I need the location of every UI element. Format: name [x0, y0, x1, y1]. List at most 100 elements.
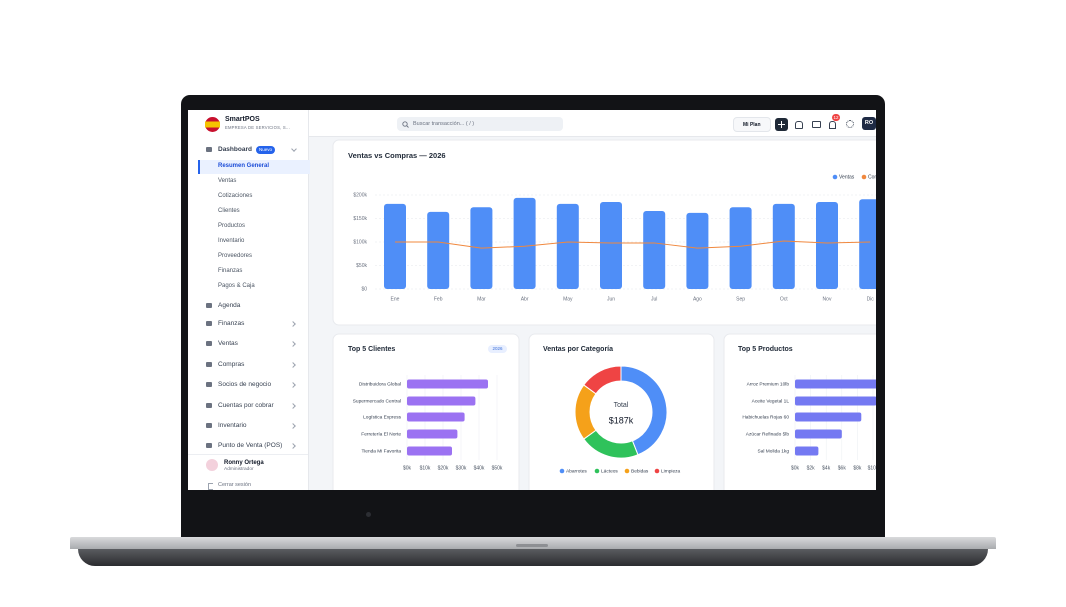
bar	[795, 396, 876, 406]
x-tick-label: Dic	[867, 296, 875, 302]
menu-item[interactable]: Punto de Venta (POS)	[218, 442, 283, 449]
notification-badge: 12	[832, 114, 841, 121]
bar	[772, 203, 795, 289]
x-tick-label: $10k	[420, 465, 431, 471]
menu-item[interactable]: Ventas	[218, 340, 238, 347]
category-label: Distribuidora Global	[359, 381, 401, 387]
dashboard-content: Ventas vs Compras — 2026 Top 5 Clientes …	[332, 139, 876, 490]
search-placeholder: Buscar transacción... ( / )	[413, 121, 475, 127]
logout-icon	[208, 483, 213, 490]
bar	[427, 211, 450, 289]
user-initials[interactable]: RO	[862, 117, 876, 130]
donut-slice	[583, 365, 622, 395]
y-tick-label: $200k	[353, 192, 367, 198]
category-label: Supermercado Central	[353, 398, 401, 404]
submenu-item[interactable]: Finanzas	[218, 268, 243, 274]
card	[723, 333, 876, 490]
x-tick-label: Oct	[780, 296, 788, 302]
logout[interactable]: Cerrar sesión	[218, 482, 252, 488]
x-tick-label: Ago	[693, 296, 702, 302]
legend-label: Abarrotes	[566, 468, 587, 474]
camera	[366, 512, 371, 517]
laptop-notch	[516, 544, 548, 547]
chevron-right	[290, 362, 296, 368]
y-tick-label: $0	[361, 286, 367, 292]
search-box[interactable]: Buscar transacción... ( / )	[397, 117, 563, 131]
submenu-item[interactable]: Productos	[218, 223, 246, 229]
line-series	[395, 240, 871, 249]
chevron-right	[290, 443, 296, 449]
chart-title: Ventas vs Compras — 2026	[348, 151, 446, 160]
donut-center-label: Total	[614, 402, 629, 409]
bar	[407, 379, 488, 389]
menu-item[interactable]: Inventario	[218, 422, 247, 429]
x-tick-label: May	[563, 296, 573, 302]
x-tick-label: Sep	[736, 296, 745, 302]
x-tick-label: $4k	[822, 465, 831, 471]
menu-icon	[206, 423, 212, 428]
legend-swatch	[861, 174, 867, 180]
submenu-item[interactable]: Resumen General	[218, 163, 270, 169]
user-role: Administrador	[224, 467, 254, 472]
legend-swatch	[654, 468, 660, 474]
bar	[686, 212, 709, 289]
legend-swatch	[594, 468, 600, 474]
bar	[859, 199, 876, 289]
menu-item[interactable]: Cuentas por cobrar	[218, 402, 274, 409]
messages-icon[interactable]	[812, 121, 821, 128]
legend-label: Bebidas	[631, 468, 649, 474]
x-tick-label: Feb	[434, 296, 443, 302]
menu-icon	[206, 443, 212, 448]
submenu-item[interactable]: Inventario	[218, 238, 245, 244]
year-badge-text: 2026	[492, 346, 503, 351]
menu-icon	[206, 303, 212, 308]
nav-dashboard[interactable]: Dashboard	[218, 146, 252, 153]
donut-center-value: $187k	[609, 415, 634, 425]
plan-label: Mi Plan	[743, 121, 761, 128]
plan-button[interactable]: Mi Plan	[733, 117, 771, 132]
bell-icon[interactable]	[829, 121, 836, 129]
menu-item[interactable]: Agenda	[218, 302, 241, 309]
support-icon[interactable]	[795, 121, 803, 129]
y-tick-label: $100k	[353, 239, 367, 245]
x-tick-label: $6k	[838, 465, 847, 471]
dashboard-icon	[206, 147, 212, 152]
brand-name: SmartPOS	[225, 116, 260, 123]
menu-item[interactable]: Finanzas	[218, 320, 245, 327]
x-tick-label: $0k	[403, 465, 412, 471]
menu-item[interactable]: Socios de negocio	[218, 381, 272, 388]
x-tick-label: $2k	[807, 465, 816, 471]
chevron-right	[290, 341, 296, 347]
category-label: Sal Molida 1kg	[758, 448, 790, 454]
menu-item[interactable]: Compras	[218, 361, 245, 368]
x-tick-label: Jun	[607, 296, 615, 302]
x-tick-label: $10k	[868, 465, 876, 471]
legend-label: Ventas	[839, 174, 855, 180]
category-label: Aceite Vegetal 1L	[752, 398, 790, 404]
submenu-item[interactable]: Clientes	[218, 208, 240, 214]
brand-logo	[205, 117, 220, 132]
x-tick-label: Abr	[521, 296, 529, 302]
bar	[795, 379, 876, 389]
avatar	[206, 459, 218, 471]
search-icon	[402, 121, 409, 128]
bar	[795, 446, 819, 456]
legend-label: Lácteos	[601, 468, 618, 474]
submenu-item[interactable]: Ventas	[218, 178, 237, 184]
submenu-item[interactable]: Pagos & Caja	[218, 283, 255, 289]
card	[332, 333, 520, 490]
menu-icon	[206, 403, 212, 408]
settings-icon[interactable]	[846, 120, 854, 128]
chart-title: Top 5 Clientes	[348, 346, 395, 353]
legend-swatch	[832, 174, 838, 180]
year-badge	[488, 345, 507, 353]
plus-v	[780, 121, 783, 128]
category-label: Arroz Premium 10lb	[747, 381, 790, 387]
bar	[600, 202, 622, 289]
bar	[407, 429, 458, 439]
submenu-item[interactable]: Proveedores	[218, 253, 253, 259]
submenu-item[interactable]: Cotizaciones	[218, 193, 253, 199]
x-tick-label: $8k	[853, 465, 862, 471]
add-button[interactable]	[775, 118, 788, 131]
